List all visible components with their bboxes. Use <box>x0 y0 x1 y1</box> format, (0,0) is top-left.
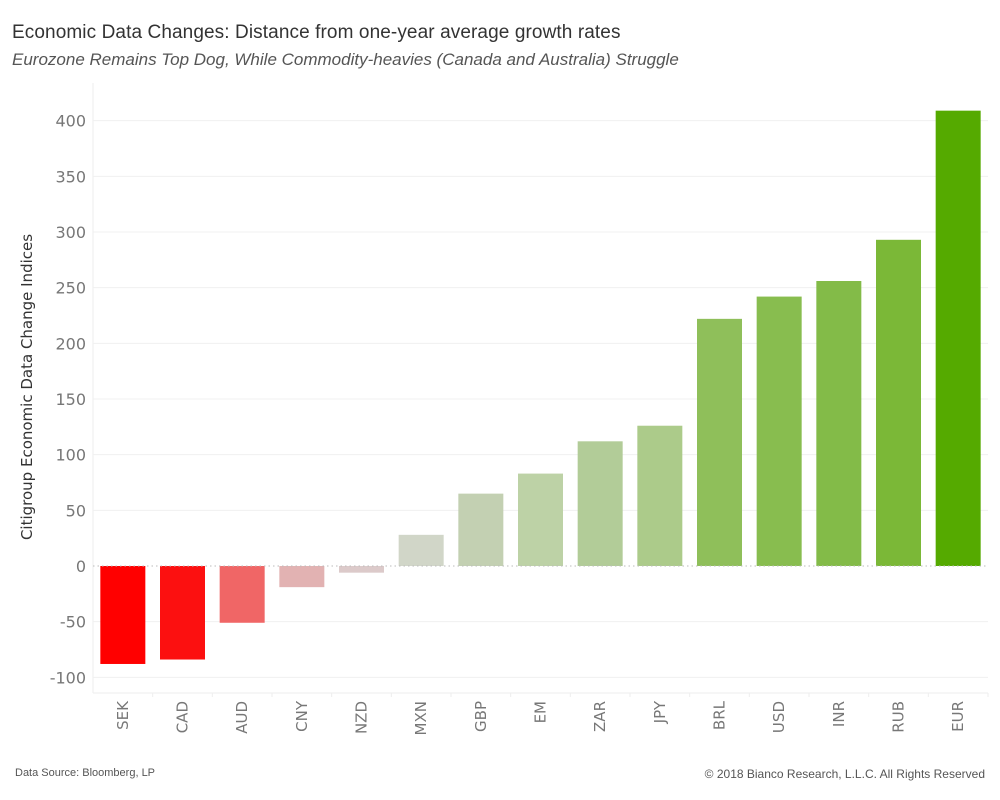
bar-cny <box>279 566 325 588</box>
x-tick-label: CNY <box>293 700 311 732</box>
y-tick-label: 0 <box>76 557 86 576</box>
x-tick-label: RUB <box>890 701 908 733</box>
x-tick-label: SEK <box>114 700 132 730</box>
x-tick-label: BRL <box>711 700 729 730</box>
y-tick-label: 300 <box>55 223 86 242</box>
bars <box>100 110 981 664</box>
x-tick-label: GBP <box>472 701 490 732</box>
x-axis-ticks: SEK CAD AUD CNY NZD MXN GBP EM ZAR JPY BRL USD INR RU… <box>114 693 989 735</box>
y-tick-label: 350 <box>55 167 86 186</box>
data-source: Data Source: Bloomberg, LP <box>15 767 156 779</box>
bar-inr <box>816 280 862 566</box>
x-tick-label: ZAR <box>591 701 609 732</box>
bar-usd <box>756 296 802 566</box>
x-tick-label: EM <box>532 701 550 723</box>
chart-title: Economic Data Changes: Distance from one… <box>12 22 621 43</box>
bar-aud <box>219 566 265 623</box>
y-tick-label: 50 <box>66 501 86 520</box>
bar-gbp <box>458 493 504 566</box>
x-tick-label: MXN <box>412 701 430 735</box>
bar-brl <box>697 318 742 566</box>
y-tick-label: 400 <box>55 112 86 131</box>
chart-subtitle: Eurozone Remains Top Dog, While Commodit… <box>12 50 679 69</box>
y-tick-label: 250 <box>55 279 86 298</box>
bar-mxn <box>398 534 444 566</box>
x-tick-label: AUD <box>233 701 251 734</box>
x-tick-label: CAD <box>174 701 192 733</box>
bar-em <box>518 473 563 566</box>
bar-cad <box>160 566 205 660</box>
y-tick-label: -100 <box>50 668 86 687</box>
x-tick-label: JPY <box>651 700 669 724</box>
bar-nzd <box>339 566 384 573</box>
bar-zar <box>577 441 623 566</box>
y-tick-label: 150 <box>55 390 86 409</box>
x-tick-label: NZD <box>353 701 371 734</box>
bar-jpy <box>637 425 683 566</box>
copyright: © 2018 Bianco Research, L.L.C. All Right… <box>704 767 985 781</box>
x-tick-label: EUR <box>949 701 967 732</box>
y-tick-label: -50 <box>60 613 86 632</box>
bar-eur <box>935 110 981 566</box>
bar-rub <box>876 239 921 566</box>
y-tick-label: 200 <box>55 334 86 353</box>
y-tick-label: 100 <box>55 446 86 465</box>
x-tick-label: INR <box>830 701 848 727</box>
bar-sek <box>100 566 146 664</box>
x-tick-label: USD <box>770 701 788 733</box>
y-axis-ticks: -100 -50 0 50 100 150 200 250 300 350 400 <box>50 112 86 688</box>
